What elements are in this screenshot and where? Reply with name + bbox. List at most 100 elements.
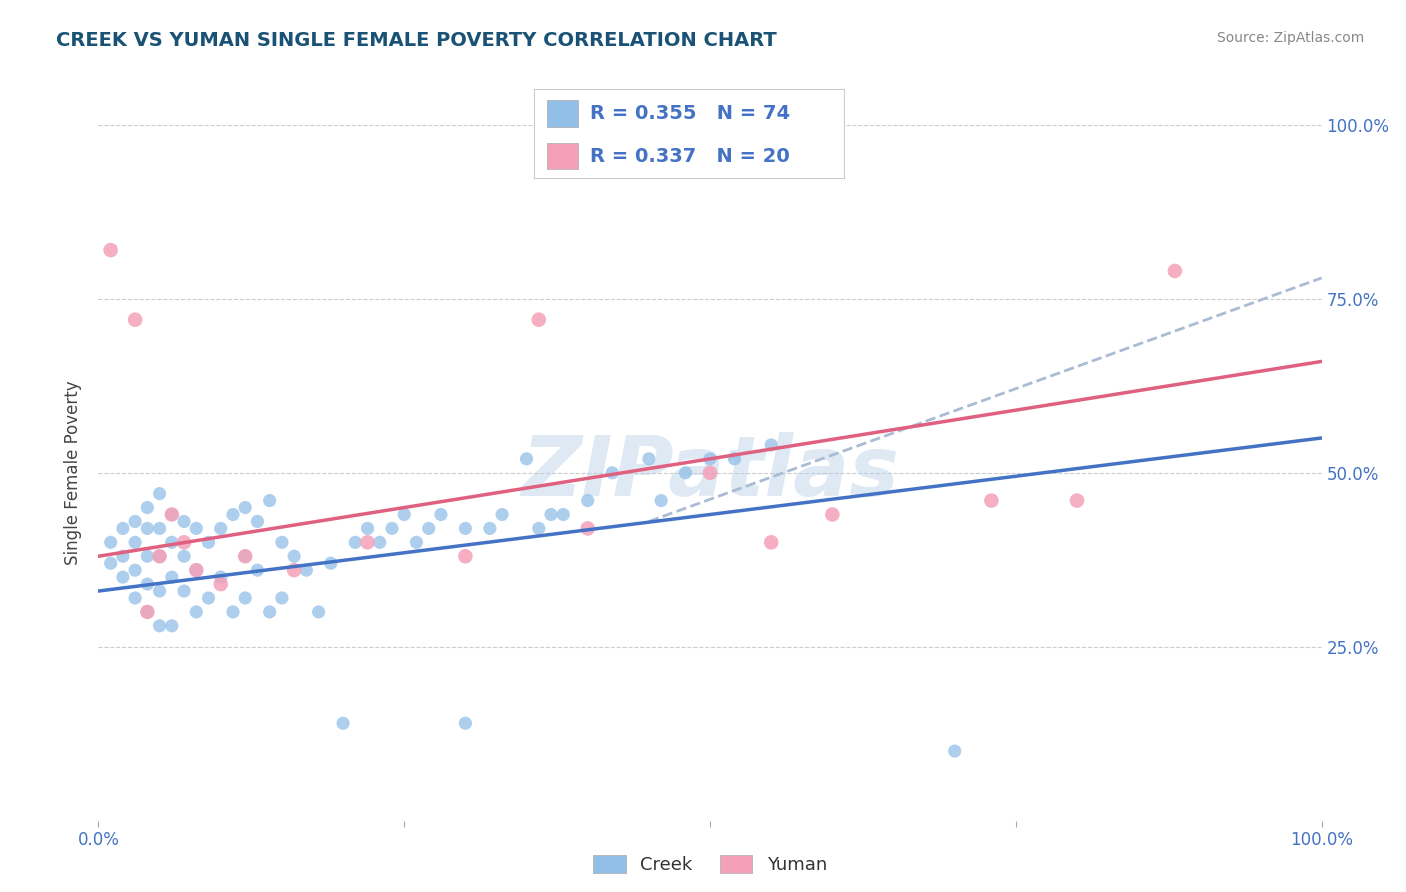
Point	[186, 605, 208, 619]
Point	[149, 584, 172, 599]
Point	[638, 451, 661, 466]
Point	[430, 508, 453, 522]
Point	[233, 549, 256, 564]
Point	[259, 605, 281, 619]
Point	[418, 521, 440, 535]
Point	[149, 549, 172, 564]
Point	[246, 515, 269, 529]
Point	[283, 549, 305, 564]
Point	[527, 521, 550, 535]
Point	[344, 535, 367, 549]
Point	[527, 312, 550, 326]
Point	[209, 521, 232, 535]
Point	[197, 591, 219, 605]
Point	[821, 508, 844, 522]
Point	[111, 570, 134, 584]
Point	[136, 500, 159, 515]
Point	[319, 556, 342, 570]
Point	[454, 549, 477, 564]
Point	[553, 508, 575, 522]
Bar	[547, 100, 578, 127]
Point	[356, 535, 378, 549]
Point	[405, 535, 427, 549]
Point	[478, 521, 501, 535]
Point	[600, 466, 623, 480]
Point	[100, 243, 122, 257]
Text: Source: ZipAtlas.com: Source: ZipAtlas.com	[1216, 31, 1364, 45]
Text: ZIPatlas: ZIPatlas	[522, 433, 898, 513]
Point	[173, 584, 195, 599]
Point	[270, 535, 294, 549]
Point	[149, 619, 172, 633]
Point	[136, 605, 159, 619]
Point	[540, 508, 562, 522]
Bar	[547, 143, 578, 169]
Point	[723, 451, 745, 466]
Point	[576, 493, 599, 508]
Point	[160, 508, 183, 522]
Text: CREEK VS YUMAN SINGLE FEMALE POVERTY CORRELATION CHART: CREEK VS YUMAN SINGLE FEMALE POVERTY COR…	[56, 31, 778, 50]
Point	[368, 535, 391, 549]
Point	[270, 591, 294, 605]
Point	[356, 521, 378, 535]
Point	[233, 549, 256, 564]
Point	[186, 563, 208, 577]
Point	[111, 549, 134, 564]
Point	[124, 563, 146, 577]
Point	[149, 486, 172, 500]
Y-axis label: Single Female Poverty: Single Female Poverty	[65, 381, 83, 565]
Point	[392, 508, 416, 522]
Point	[675, 466, 697, 480]
Point	[1164, 264, 1187, 278]
Point	[233, 591, 256, 605]
Text: R = 0.337   N = 20: R = 0.337 N = 20	[591, 146, 790, 166]
Point	[943, 744, 966, 758]
Point	[650, 493, 672, 508]
Point	[100, 535, 122, 549]
Point	[576, 521, 599, 535]
Point	[124, 312, 146, 326]
Point	[980, 493, 1002, 508]
Point	[136, 577, 159, 591]
Point	[699, 451, 721, 466]
Point	[699, 466, 721, 480]
Point	[246, 563, 269, 577]
Point	[111, 521, 134, 535]
Point	[308, 605, 330, 619]
Point	[186, 563, 208, 577]
Point	[100, 556, 122, 570]
Point	[761, 535, 783, 549]
Point	[381, 521, 404, 535]
Point	[160, 619, 183, 633]
Point	[295, 563, 318, 577]
Point	[222, 605, 245, 619]
Point	[197, 535, 219, 549]
Point	[173, 549, 195, 564]
Point	[454, 521, 477, 535]
Point	[515, 451, 537, 466]
Point	[173, 535, 195, 549]
Point	[761, 438, 783, 452]
Point	[160, 535, 183, 549]
Point	[149, 521, 172, 535]
Point	[222, 508, 245, 522]
Point	[233, 500, 256, 515]
Point	[136, 605, 159, 619]
Point	[1066, 493, 1088, 508]
Point	[209, 570, 232, 584]
Point	[124, 591, 146, 605]
Point	[124, 515, 146, 529]
Text: R = 0.355   N = 74: R = 0.355 N = 74	[591, 103, 790, 123]
Point	[136, 521, 159, 535]
Point	[136, 549, 159, 564]
Point	[186, 521, 208, 535]
Point	[160, 570, 183, 584]
Point	[209, 577, 232, 591]
Legend: Creek, Yuman: Creek, Yuman	[586, 847, 834, 881]
Point	[160, 508, 183, 522]
Point	[173, 515, 195, 529]
Point	[454, 716, 477, 731]
Point	[124, 535, 146, 549]
Point	[332, 716, 354, 731]
Point	[149, 549, 172, 564]
